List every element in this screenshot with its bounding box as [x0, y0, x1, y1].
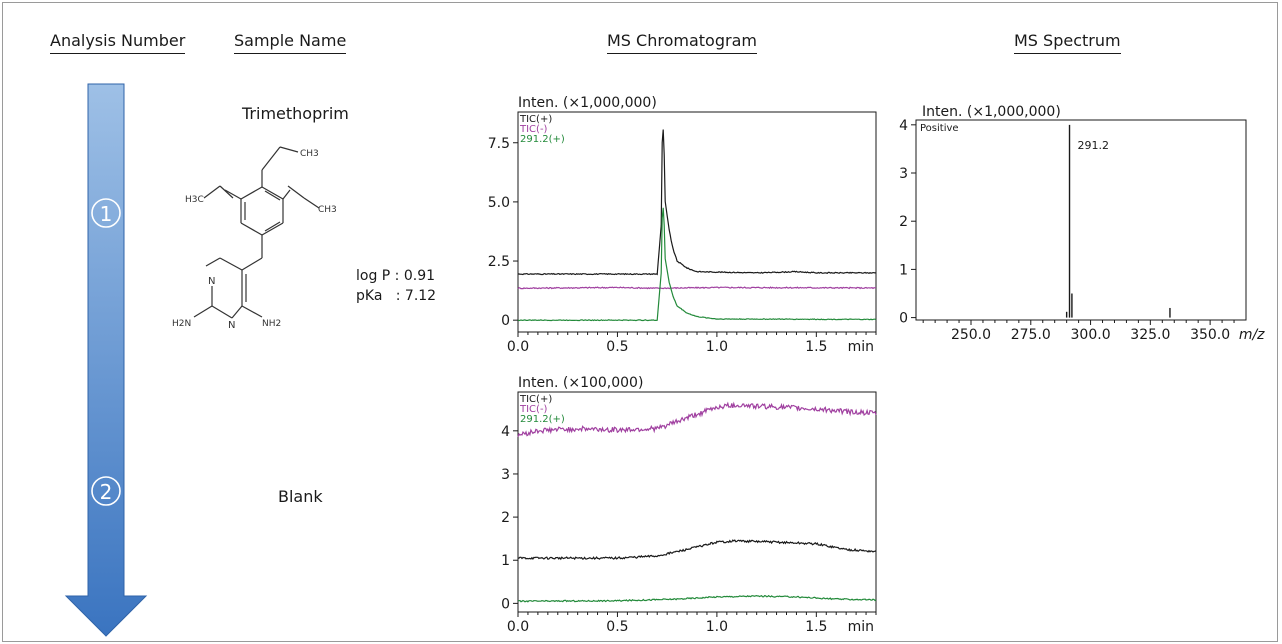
polarity-annotation: Positive: [920, 123, 959, 134]
x-tick-label: 1.5: [805, 339, 827, 355]
sample-name-trimethoprim: Trimethoprim: [242, 104, 349, 123]
x-tick-label: 0.5: [606, 619, 628, 635]
header-ms-chromatogram: MS Chromatogram: [607, 31, 757, 54]
y-axis-caption: Inten. (×1,000,000): [922, 104, 1061, 120]
plot-frame: [517, 111, 877, 333]
y-tick-label: 2.5: [488, 254, 510, 270]
label-ch3-top: CH3: [300, 149, 319, 159]
legend-entry-0: TIC(+): [519, 394, 552, 405]
y-tick-label: 2: [501, 510, 510, 526]
y-tick-label: 7.5: [488, 136, 510, 152]
label-h3c-left: H3C: [185, 195, 204, 205]
y-tick-label: 2: [899, 214, 908, 230]
pka-value: pKa : 7.12: [356, 288, 437, 304]
y-tick-label: 0: [501, 313, 510, 329]
y-tick-label: 1: [899, 262, 908, 278]
step-marker-2: 2: [91, 476, 121, 506]
x-unit-label: min: [848, 339, 874, 355]
y-tick-label: 5.0: [488, 195, 510, 211]
y-tick-label: 0: [899, 311, 908, 327]
series-line-0: [518, 539, 877, 561]
analysis-order-arrow: 1 2: [64, 83, 148, 637]
x-tick-label: 350.0: [1190, 327, 1230, 343]
series-line-1: [517, 401, 877, 438]
chromatogram-blank: Inten. (×100,000) 0.0 0.5 1.0 1.5 min 0 1 2 3 4 TIC…: [501, 375, 877, 635]
series-line-2: [517, 594, 877, 603]
header-analysis-number: Analysis Number: [50, 31, 186, 54]
label-n-upper: N: [208, 276, 215, 287]
step-number-2: 2: [100, 480, 113, 504]
label-n-lower: N: [228, 320, 235, 331]
y-tick-label: 1: [501, 553, 510, 569]
label-nh2: NH2: [262, 319, 281, 329]
y-tick-label: 3: [899, 166, 908, 182]
header-sample-name: Sample Name: [234, 31, 347, 54]
plot-frame: [915, 119, 1247, 321]
peak-label: 291.2: [1078, 139, 1110, 152]
y-axis-caption: Inten. (×1,000,000): [518, 95, 657, 111]
y-axis-caption: Inten. (×100,000): [518, 375, 643, 391]
series-line-0: [517, 129, 876, 276]
x-tick-label: 1.0: [706, 339, 728, 355]
y-tick-label: 3: [501, 467, 510, 483]
chromatogram-trimethoprim: Inten. (×1,000,000) 0.0 0.5 1.0 1.5 min 0 2.5 5.…: [488, 95, 877, 355]
series-line-1: [517, 286, 877, 290]
legend-entry-1: TIC(-): [519, 124, 548, 135]
x-tick-label: 325.0: [1130, 327, 1170, 343]
x-tick-label: 1.0: [706, 619, 728, 635]
x-tick-label: 0.0: [507, 619, 529, 635]
step-number-1: 1: [100, 202, 113, 226]
x-unit-label: min: [848, 619, 874, 635]
logp-value: log P : 0.91: [356, 268, 436, 284]
sample-name-blank: Blank: [278, 487, 323, 506]
legend-entry-2: 291.2(+): [520, 414, 565, 425]
ms-spectrum-trimethoprim: Inten. (×1,000,000) Positive 0 1 2 3 4 250.0 275…: [899, 104, 1265, 343]
y-tick-label: 4: [501, 424, 510, 440]
legend-entry-2: 291.2(+): [520, 134, 565, 145]
series-line-2: [517, 207, 877, 322]
x-tick-label: 0.5: [606, 339, 628, 355]
x-tick-label: 0.0: [507, 339, 529, 355]
arrow-shape: [64, 83, 148, 637]
x-unit-label: m/z: [1239, 327, 1265, 343]
label-ch3-right: CH3: [318, 205, 337, 215]
legend-entry-1: TIC(-): [519, 404, 548, 415]
y-tick-label: 0: [501, 596, 510, 612]
trimethoprim-structure: CH3 CH3 H3C N N H2N NH2: [172, 146, 337, 331]
y-tick-label: 4: [899, 118, 908, 134]
x-tick-label: 250.0: [951, 327, 991, 343]
x-tick-label: 300.0: [1071, 327, 1111, 343]
x-tick-label: 1.5: [805, 619, 827, 635]
label-h2n: H2N: [172, 319, 191, 329]
header-ms-spectrum: MS Spectrum: [1014, 31, 1121, 54]
step-marker-1: 1: [91, 198, 121, 228]
x-tick-label: 275.0: [1011, 327, 1051, 343]
plot-frame: [517, 391, 877, 613]
legend-entry-0: TIC(+): [519, 114, 552, 125]
